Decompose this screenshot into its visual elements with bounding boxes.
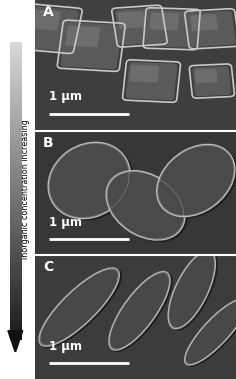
FancyBboxPatch shape	[126, 62, 177, 100]
FancyBboxPatch shape	[65, 25, 100, 47]
Ellipse shape	[185, 299, 236, 365]
Ellipse shape	[48, 142, 130, 219]
Ellipse shape	[157, 144, 235, 217]
FancyBboxPatch shape	[195, 69, 218, 83]
FancyBboxPatch shape	[130, 64, 159, 83]
Text: Inorganic concentration increasing: Inorganic concentration increasing	[21, 120, 30, 259]
FancyBboxPatch shape	[188, 11, 236, 47]
FancyBboxPatch shape	[61, 22, 122, 69]
FancyBboxPatch shape	[146, 10, 197, 48]
Ellipse shape	[168, 251, 215, 329]
FancyBboxPatch shape	[117, 11, 146, 29]
FancyBboxPatch shape	[193, 66, 231, 96]
Text: 1 μm: 1 μm	[49, 340, 82, 353]
FancyBboxPatch shape	[150, 13, 179, 30]
Ellipse shape	[109, 271, 170, 350]
Ellipse shape	[49, 143, 133, 221]
Text: A: A	[43, 5, 54, 19]
Ellipse shape	[186, 299, 236, 367]
Ellipse shape	[106, 171, 185, 240]
Ellipse shape	[40, 268, 122, 348]
Ellipse shape	[170, 251, 218, 331]
FancyBboxPatch shape	[115, 7, 164, 45]
FancyBboxPatch shape	[29, 9, 61, 30]
FancyBboxPatch shape	[23, 6, 79, 51]
Text: B: B	[43, 136, 54, 150]
Ellipse shape	[39, 268, 119, 346]
Text: C: C	[43, 260, 53, 274]
Polygon shape	[8, 331, 23, 352]
Text: 1 μm: 1 μm	[49, 216, 82, 229]
Ellipse shape	[158, 145, 236, 219]
Ellipse shape	[110, 272, 173, 352]
FancyBboxPatch shape	[190, 14, 218, 31]
Text: 1 μm: 1 μm	[49, 90, 82, 103]
Ellipse shape	[107, 171, 188, 242]
